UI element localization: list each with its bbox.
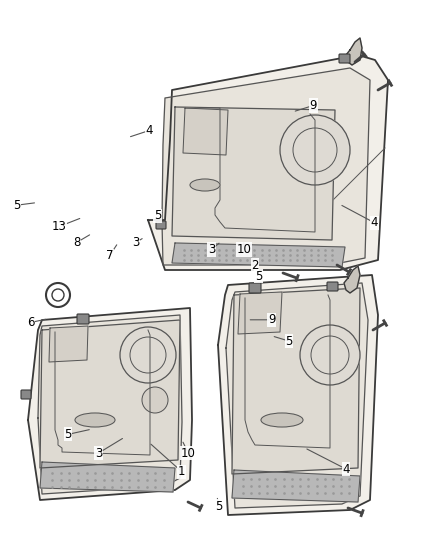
Polygon shape <box>40 462 175 492</box>
Text: 5: 5 <box>154 209 161 222</box>
Polygon shape <box>238 292 282 334</box>
Text: 4: 4 <box>371 216 378 229</box>
Text: 9: 9 <box>268 313 276 326</box>
Polygon shape <box>28 308 192 500</box>
Ellipse shape <box>75 413 115 427</box>
Text: 3: 3 <box>95 447 102 459</box>
Text: 2: 2 <box>251 259 259 272</box>
Circle shape <box>280 115 350 185</box>
FancyBboxPatch shape <box>77 314 89 324</box>
Polygon shape <box>49 326 88 362</box>
Polygon shape <box>226 283 368 508</box>
Ellipse shape <box>190 179 220 191</box>
FancyBboxPatch shape <box>156 221 166 229</box>
Polygon shape <box>172 107 335 240</box>
Polygon shape <box>40 320 180 468</box>
Text: 5: 5 <box>13 199 20 212</box>
Text: 1: 1 <box>178 465 186 478</box>
Text: 13: 13 <box>52 220 67 233</box>
Text: 6: 6 <box>27 316 35 329</box>
Polygon shape <box>38 315 182 494</box>
FancyBboxPatch shape <box>249 283 261 293</box>
Text: 5: 5 <box>64 428 71 441</box>
Text: 3: 3 <box>208 243 215 256</box>
Text: 7: 7 <box>106 249 113 262</box>
Text: 8: 8 <box>73 236 80 249</box>
Ellipse shape <box>261 413 303 427</box>
Text: 5: 5 <box>255 270 262 282</box>
Polygon shape <box>232 470 360 502</box>
Polygon shape <box>162 68 370 265</box>
FancyBboxPatch shape <box>327 282 338 291</box>
Circle shape <box>300 325 360 385</box>
Text: 3: 3 <box>132 236 139 249</box>
Polygon shape <box>148 55 388 270</box>
Text: 10: 10 <box>237 243 252 256</box>
Text: 9: 9 <box>309 99 317 112</box>
FancyBboxPatch shape <box>339 54 350 63</box>
Polygon shape <box>218 275 378 515</box>
Text: 4: 4 <box>145 124 153 137</box>
Polygon shape <box>183 108 228 155</box>
Text: 5: 5 <box>215 500 223 513</box>
Circle shape <box>120 327 176 383</box>
Text: 4: 4 <box>342 463 350 475</box>
FancyBboxPatch shape <box>21 390 31 399</box>
Polygon shape <box>344 266 360 293</box>
Polygon shape <box>346 38 362 65</box>
Polygon shape <box>232 288 360 474</box>
Text: 10: 10 <box>181 447 196 459</box>
Circle shape <box>142 387 168 413</box>
Polygon shape <box>172 243 345 267</box>
Text: 5: 5 <box>286 335 293 348</box>
